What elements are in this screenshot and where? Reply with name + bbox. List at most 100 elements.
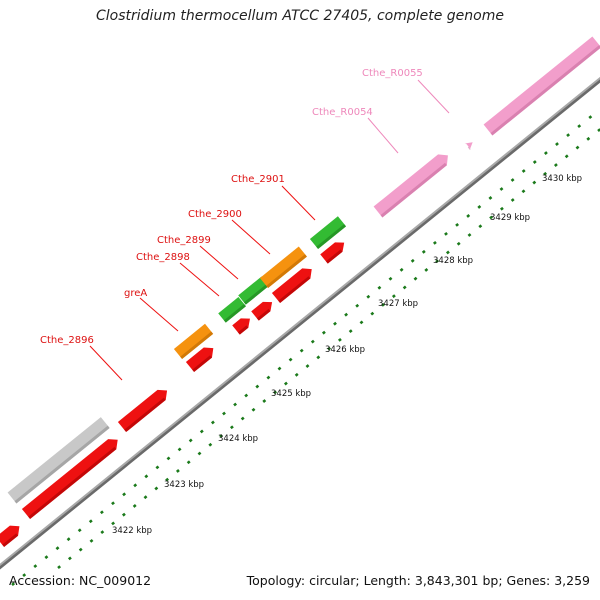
outer-tick: [233, 402, 238, 407]
outer-tick: [432, 240, 437, 245]
gene-feature-orange-1: [173, 323, 214, 360]
outer-tick: [44, 555, 49, 560]
inner-tick: [337, 337, 342, 342]
inner-tick: [89, 538, 94, 543]
gene-feature-red-1-shade: [2, 533, 19, 548]
outer-tick: [299, 348, 304, 353]
leader-line: [367, 117, 399, 154]
inner-tick: [219, 434, 224, 438]
inner-tick: [575, 145, 580, 150]
gene-feature-green-3-shade: [316, 224, 347, 250]
outer-tick: [266, 375, 271, 380]
gene-label-cthe-2896[interactable]: Cthe_2896: [40, 335, 94, 346]
gene-feature-orange-2-body: [259, 246, 307, 289]
inner-tick: [262, 399, 267, 403]
gene-label-cthe-2901[interactable]: Cthe_2901: [231, 174, 285, 185]
gene-feature-green-2: [238, 276, 270, 305]
inner-tick: [413, 276, 418, 281]
inner-tick: [121, 512, 126, 517]
outer-tick-row: [11, 115, 593, 587]
gene-feature-red-7-body: [271, 268, 312, 304]
leader-line: [89, 345, 123, 381]
outer-tick: [388, 276, 393, 281]
rna-feature-pink-1-shade: [380, 162, 447, 218]
inner-tick: [240, 416, 245, 421]
gene-feature-grey-shade: [14, 425, 110, 504]
gene-feature-green-1-body: [218, 296, 246, 323]
gene-feature-green-1-shade: [223, 303, 246, 323]
outer-tick: [255, 384, 260, 389]
inner-tick: [391, 294, 396, 299]
outer-tick: [22, 573, 27, 578]
gene-feature-red-2-shade: [28, 446, 117, 520]
gene-feature-red-4: [185, 347, 214, 373]
inner-tick: [229, 425, 234, 430]
inner-tick: [111, 521, 116, 526]
kbp-label-3424: 3424 kbp: [218, 434, 258, 444]
inner-tick: [294, 372, 299, 377]
leader-line: [231, 219, 271, 255]
inner-tick: [435, 259, 440, 264]
inner-tick: [154, 486, 159, 491]
inner-tick: [327, 346, 332, 351]
inner-tick: [402, 285, 407, 290]
inner-tick: [359, 320, 364, 325]
inner-tick: [251, 407, 256, 412]
gene-label-cthe-2898[interactable]: Cthe_2898: [136, 252, 190, 263]
outer-tick: [55, 546, 60, 551]
kbp-label-3429: 3429 kbp: [490, 213, 530, 223]
inner-tick: [316, 355, 321, 360]
outer-tick: [11, 582, 16, 587]
inner-tick: [283, 381, 288, 386]
outer-tick: [477, 205, 482, 209]
outer-tick: [177, 447, 182, 452]
inner-tick: [197, 451, 202, 456]
outer-tick: [532, 160, 537, 164]
inner-tick: [586, 136, 591, 141]
gene-feature-orange-1-shade: [180, 331, 214, 360]
gene-label-cthe-r0055[interactable]: Cthe_R0055: [362, 68, 423, 79]
outer-tick: [455, 222, 460, 227]
inner-tick: [543, 171, 548, 176]
gene-feature-red-1-body: [0, 525, 20, 548]
gene-feature-red-8: [320, 242, 345, 264]
leader-line: [199, 245, 239, 280]
outer-tick: [588, 115, 593, 120]
kbp-label-3422: 3422 kbp: [112, 526, 152, 536]
gene-feature-red-6-body: [251, 301, 273, 321]
gene-label-cthe-2899[interactable]: Cthe_2899: [157, 235, 211, 246]
outer-tick: [321, 330, 326, 335]
rna-feature-pink-1: [373, 154, 448, 218]
inner-tick: [521, 189, 526, 194]
gene-feature-red-2: [21, 439, 118, 520]
gene-feature-grey-body: [7, 417, 110, 504]
outer-tick: [188, 438, 193, 443]
inner-tick: [67, 556, 72, 561]
gene-feature-green-2-body: [238, 276, 270, 305]
kbp-label-3423: 3423 kbp: [164, 480, 204, 490]
kbp-axis-labels: 3422 kbp 3423 kbp 3424 kbp 3425 kbp 3426…: [112, 174, 582, 536]
outer-tick: [399, 267, 404, 272]
rna-feature-pink-3-body: [483, 36, 600, 136]
gene-feature-red-8-shade: [325, 249, 343, 264]
accession-text: Accession: NC_009012: [9, 573, 152, 588]
gene-label-grea[interactable]: greA: [124, 288, 147, 299]
rna-feature-pink-2: [464, 142, 473, 150]
inner-tick: [57, 565, 62, 570]
outer-tick: [122, 492, 127, 497]
outer-tick: [88, 519, 93, 524]
inner-tick: [370, 311, 375, 316]
gene-feature-red-2-body: [21, 439, 118, 520]
gene-feature-red-4-shade: [192, 355, 212, 373]
outer-tick: [244, 393, 249, 398]
gene-label-cthe-2900[interactable]: Cthe_2900: [188, 209, 242, 220]
gene-label-cthe-r0054[interactable]: Cthe_R0054: [312, 107, 373, 118]
inner-tick: [456, 241, 461, 246]
inner-tick: [381, 302, 386, 307]
inner-tick: [489, 215, 494, 220]
outer-tick: [488, 196, 493, 200]
outer-tick: [377, 285, 382, 290]
gene-feature-green-2-shade: [243, 283, 270, 305]
gene-feature-red-6: [251, 301, 273, 321]
